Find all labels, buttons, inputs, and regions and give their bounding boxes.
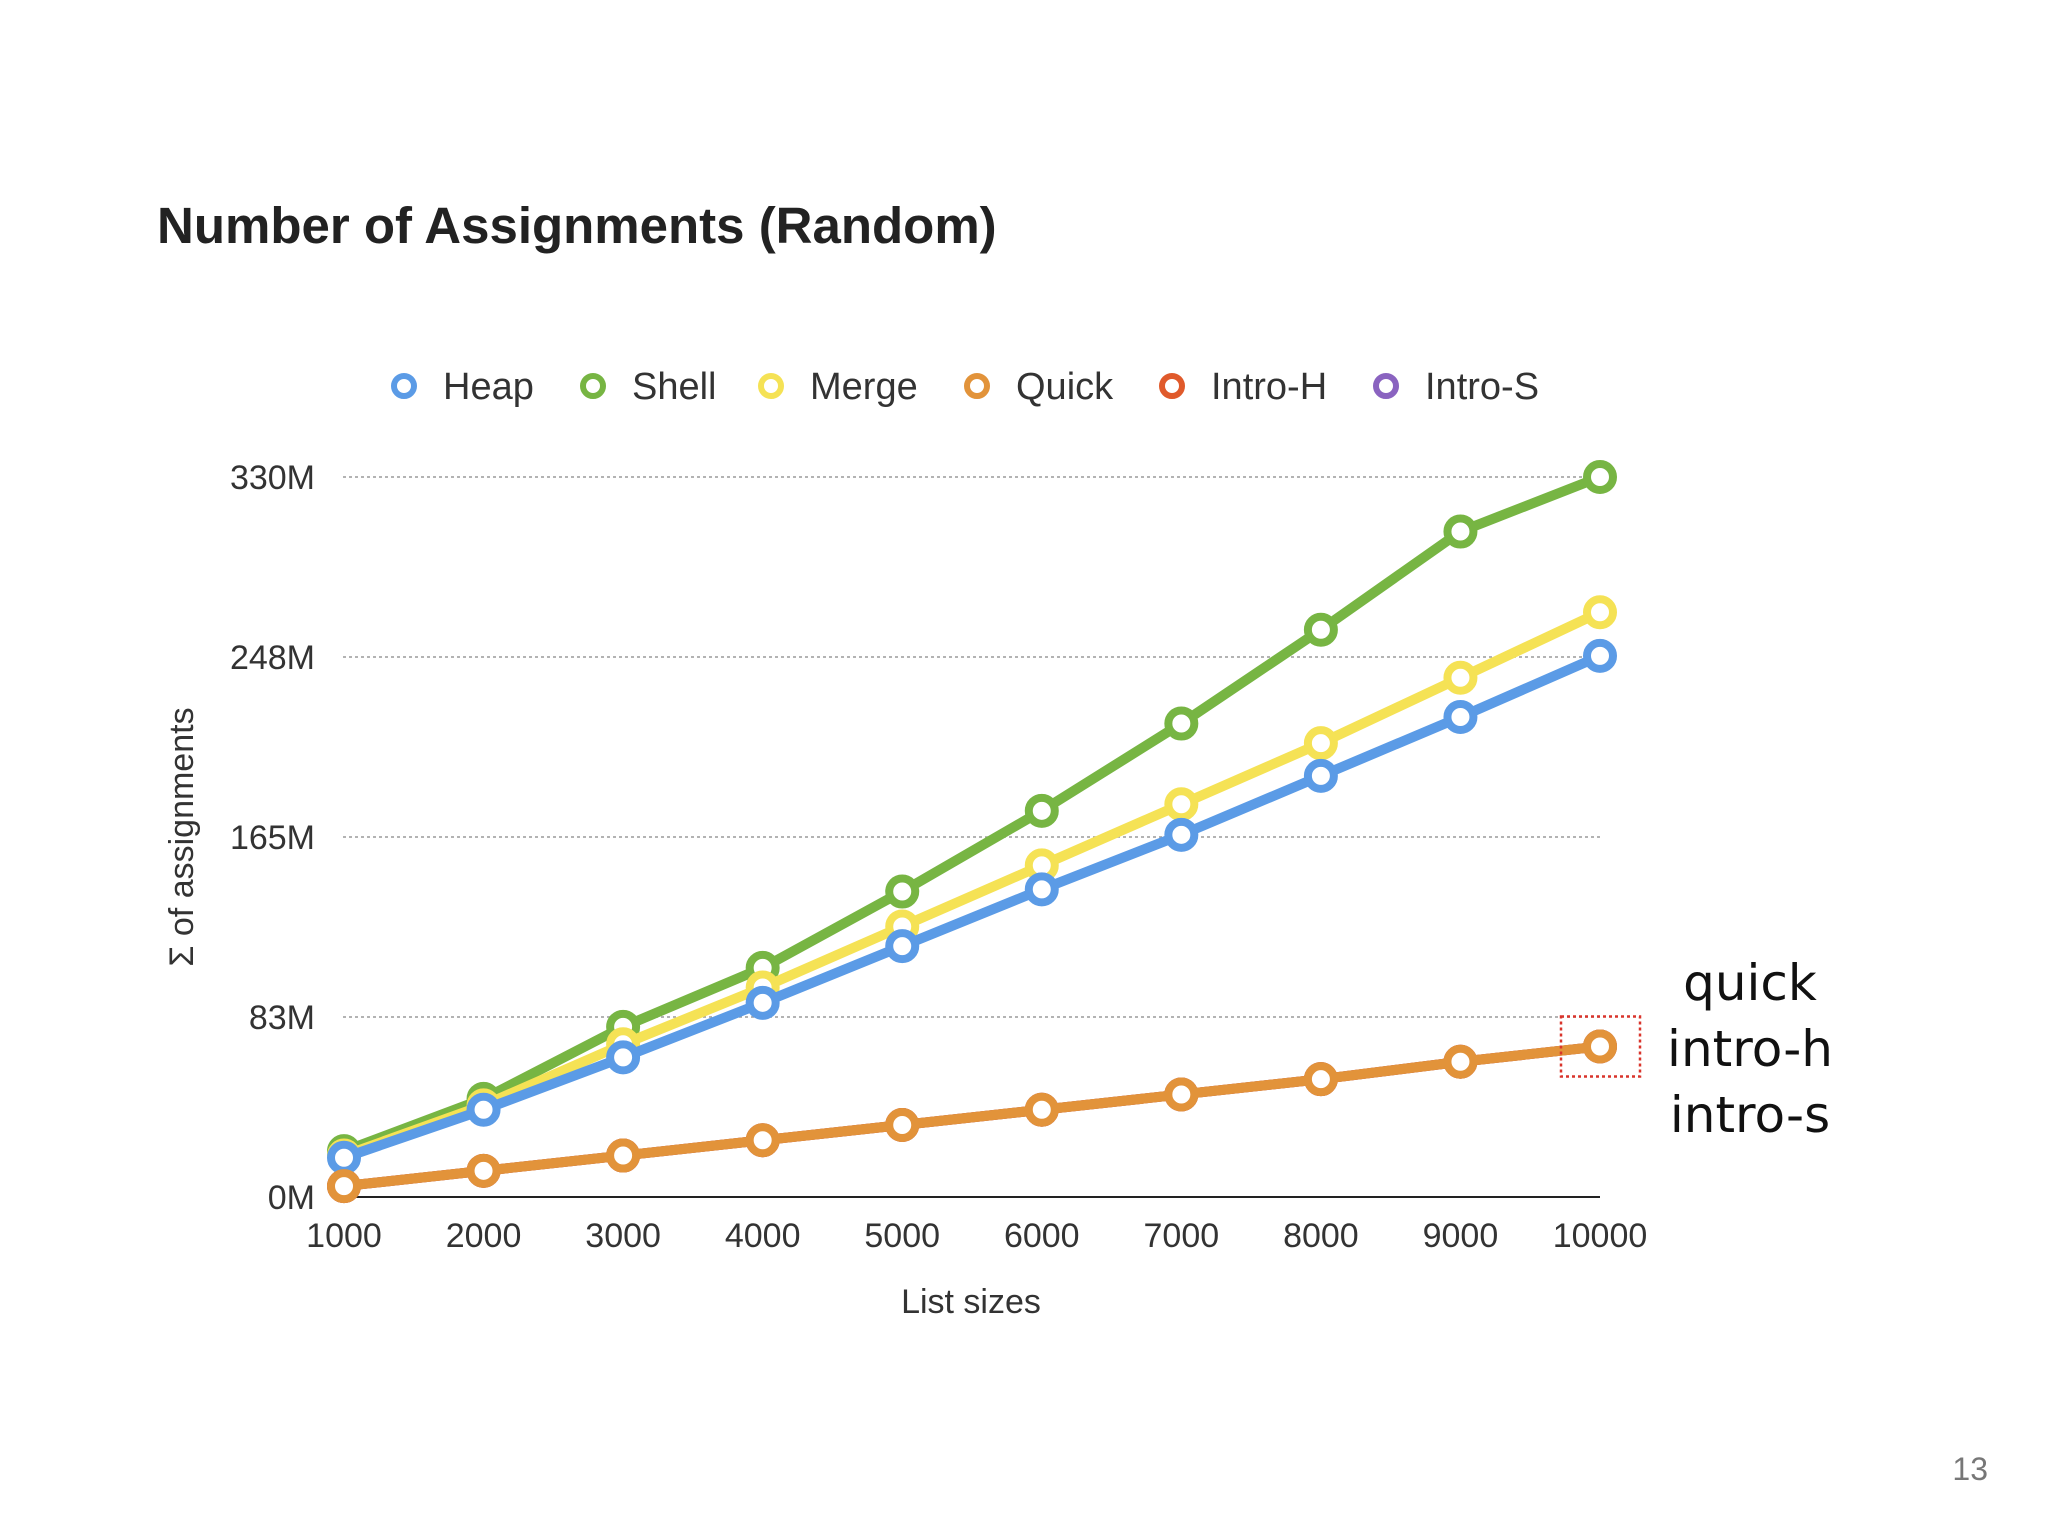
legend-item: Intro-H [1159,366,1327,408]
data-point [745,1123,780,1158]
series-shell [327,460,1617,1169]
y-tick-label: 0M [268,1179,315,1217]
y-tick-label: 248M [230,639,315,677]
x-tick-label: 1000 [306,1217,382,1255]
x-tick-label: 9000 [1423,1217,1499,1255]
y-axis: 0M 83M 165M 248M 330M [230,459,315,1217]
legend-marker-icon [391,373,417,399]
legend-label: Merge [810,366,918,408]
series-quick [327,1029,1617,1204]
data-point [1583,460,1617,494]
data-point [1024,793,1059,828]
data-point [1303,726,1338,761]
y-tick-label: 83M [249,999,315,1037]
x-axis-label: List sizes [901,1283,1041,1321]
series-line [339,650,1605,1163]
data-point [1303,758,1338,793]
x-tick-label: 4000 [725,1217,801,1255]
data-point [1164,706,1199,741]
data-point [327,1169,361,1204]
annotation-line-intro-h: intro-h [1667,1020,1833,1078]
data-point [1583,1029,1617,1064]
legend-item: Quick [964,366,1114,408]
data-point [1443,514,1478,549]
x-tick-label: 10000 [1553,1217,1648,1255]
data-point [606,1138,641,1173]
annotation-line-quick: quick [1683,954,1817,1012]
x-tick-label: 8000 [1283,1217,1359,1255]
annotation-line-intro-s: intro-s [1669,1086,1831,1144]
data-point [1583,595,1617,630]
series-merge [327,595,1617,1173]
series-line [339,472,1605,1157]
legend-label: Intro-H [1211,366,1327,408]
legend-label: Heap [443,366,534,408]
data-point [885,1108,920,1142]
series-heap [327,638,1617,1175]
series [327,460,1617,1204]
y-axis-label: Σ of assignments [163,707,201,966]
data-point [1024,872,1059,907]
x-tick-label: 2000 [446,1217,522,1255]
highlight-box [1559,1015,1642,1078]
page-number: 13 [1952,1451,1988,1487]
grid [343,476,1600,1018]
data-point [1164,817,1199,852]
y-tick-label: 330M [230,459,315,497]
data-point [327,1140,361,1175]
data-point [1443,1044,1478,1079]
data-point [885,929,920,964]
legend: Heap Shell Merge Quick Intro-H Intro-S [391,366,1539,408]
legend-marker-icon [758,373,784,399]
legend-marker-icon [1373,373,1399,399]
data-point [466,1153,501,1188]
legend-marker-icon [580,373,606,399]
data-point [1164,787,1199,822]
data-point [1024,1092,1059,1127]
series-line [339,607,1605,1161]
data-point [1583,638,1617,673]
legend-marker-icon [964,373,990,399]
data-point [466,1092,501,1127]
legend-item: Heap [391,366,534,408]
slide-title: Number of Assignments (Random) [157,197,997,254]
data-point [1443,700,1478,734]
x-tick-label: 7000 [1144,1217,1220,1255]
y-tick-label: 165M [230,819,315,857]
legend-item: Merge [758,366,918,408]
data-point [885,874,920,909]
legend-item: Shell [580,366,717,408]
annotation: quick intro-h intro-s [1650,950,1850,1148]
series-line [339,1041,1605,1192]
data-point [606,1040,641,1075]
data-point [1303,612,1338,647]
legend-label: Shell [632,366,717,408]
x-tick-label: 5000 [864,1217,940,1255]
legend-label: Quick [1016,366,1114,408]
legend-marker-icon [1159,373,1185,399]
legend-label: Intro-S [1425,366,1539,408]
x-tick-label: 6000 [1004,1217,1080,1255]
legend-item: Intro-S [1373,366,1539,408]
x-axis: 1000 2000 3000 4000 5000 6000 7000 8000 9000 1000… [306,1217,1647,1255]
data-point [745,985,780,1020]
data-point [1443,660,1478,695]
data-point [1164,1077,1199,1112]
data-point [1303,1062,1338,1097]
x-tick-label: 3000 [585,1217,661,1255]
